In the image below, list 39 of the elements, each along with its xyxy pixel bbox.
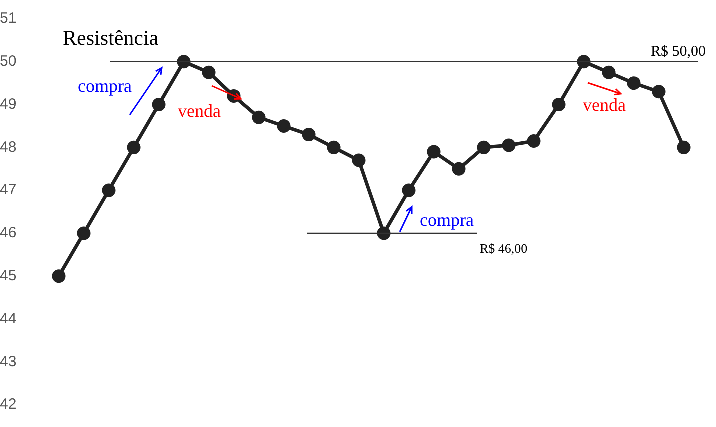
point — [502, 138, 516, 152]
y-tick-label: 51 — [0, 10, 17, 28]
point — [652, 85, 666, 99]
point — [277, 119, 291, 133]
point — [527, 134, 541, 148]
point — [352, 154, 366, 168]
ref-line-label: R$ 46,00 — [480, 240, 528, 256]
point — [427, 145, 441, 159]
point — [477, 140, 491, 154]
point — [402, 184, 416, 198]
y-tick-label: 49 — [0, 96, 17, 113]
y-tick-label: 44 — [0, 310, 17, 328]
y-tick-label: 48 — [0, 138, 17, 156]
y-tick-label: 42 — [0, 396, 17, 414]
point — [302, 128, 316, 142]
y-tick-label: 43 — [0, 353, 17, 370]
annotation: compra — [420, 210, 474, 230]
point — [102, 184, 116, 198]
point — [52, 270, 66, 284]
annotation: venda — [178, 101, 221, 121]
point — [327, 140, 341, 154]
point — [152, 98, 166, 112]
annotation: venda — [583, 95, 626, 115]
annotation: Resistência — [63, 26, 159, 50]
y-tick-label: 47 — [0, 182, 17, 199]
point — [452, 162, 466, 176]
annotation: compra — [78, 76, 132, 96]
point — [602, 66, 616, 80]
point — [202, 66, 216, 80]
point — [252, 110, 266, 124]
point — [677, 140, 691, 154]
y-tick-label: 50 — [0, 53, 17, 70]
point — [127, 140, 141, 154]
y-tick-label: 45 — [0, 267, 17, 284]
point — [627, 76, 641, 90]
point — [77, 226, 91, 240]
ref-line-label: R$ 50,00 — [650, 44, 706, 60]
y-tick-label: 46 — [0, 224, 17, 242]
point — [552, 98, 566, 112]
